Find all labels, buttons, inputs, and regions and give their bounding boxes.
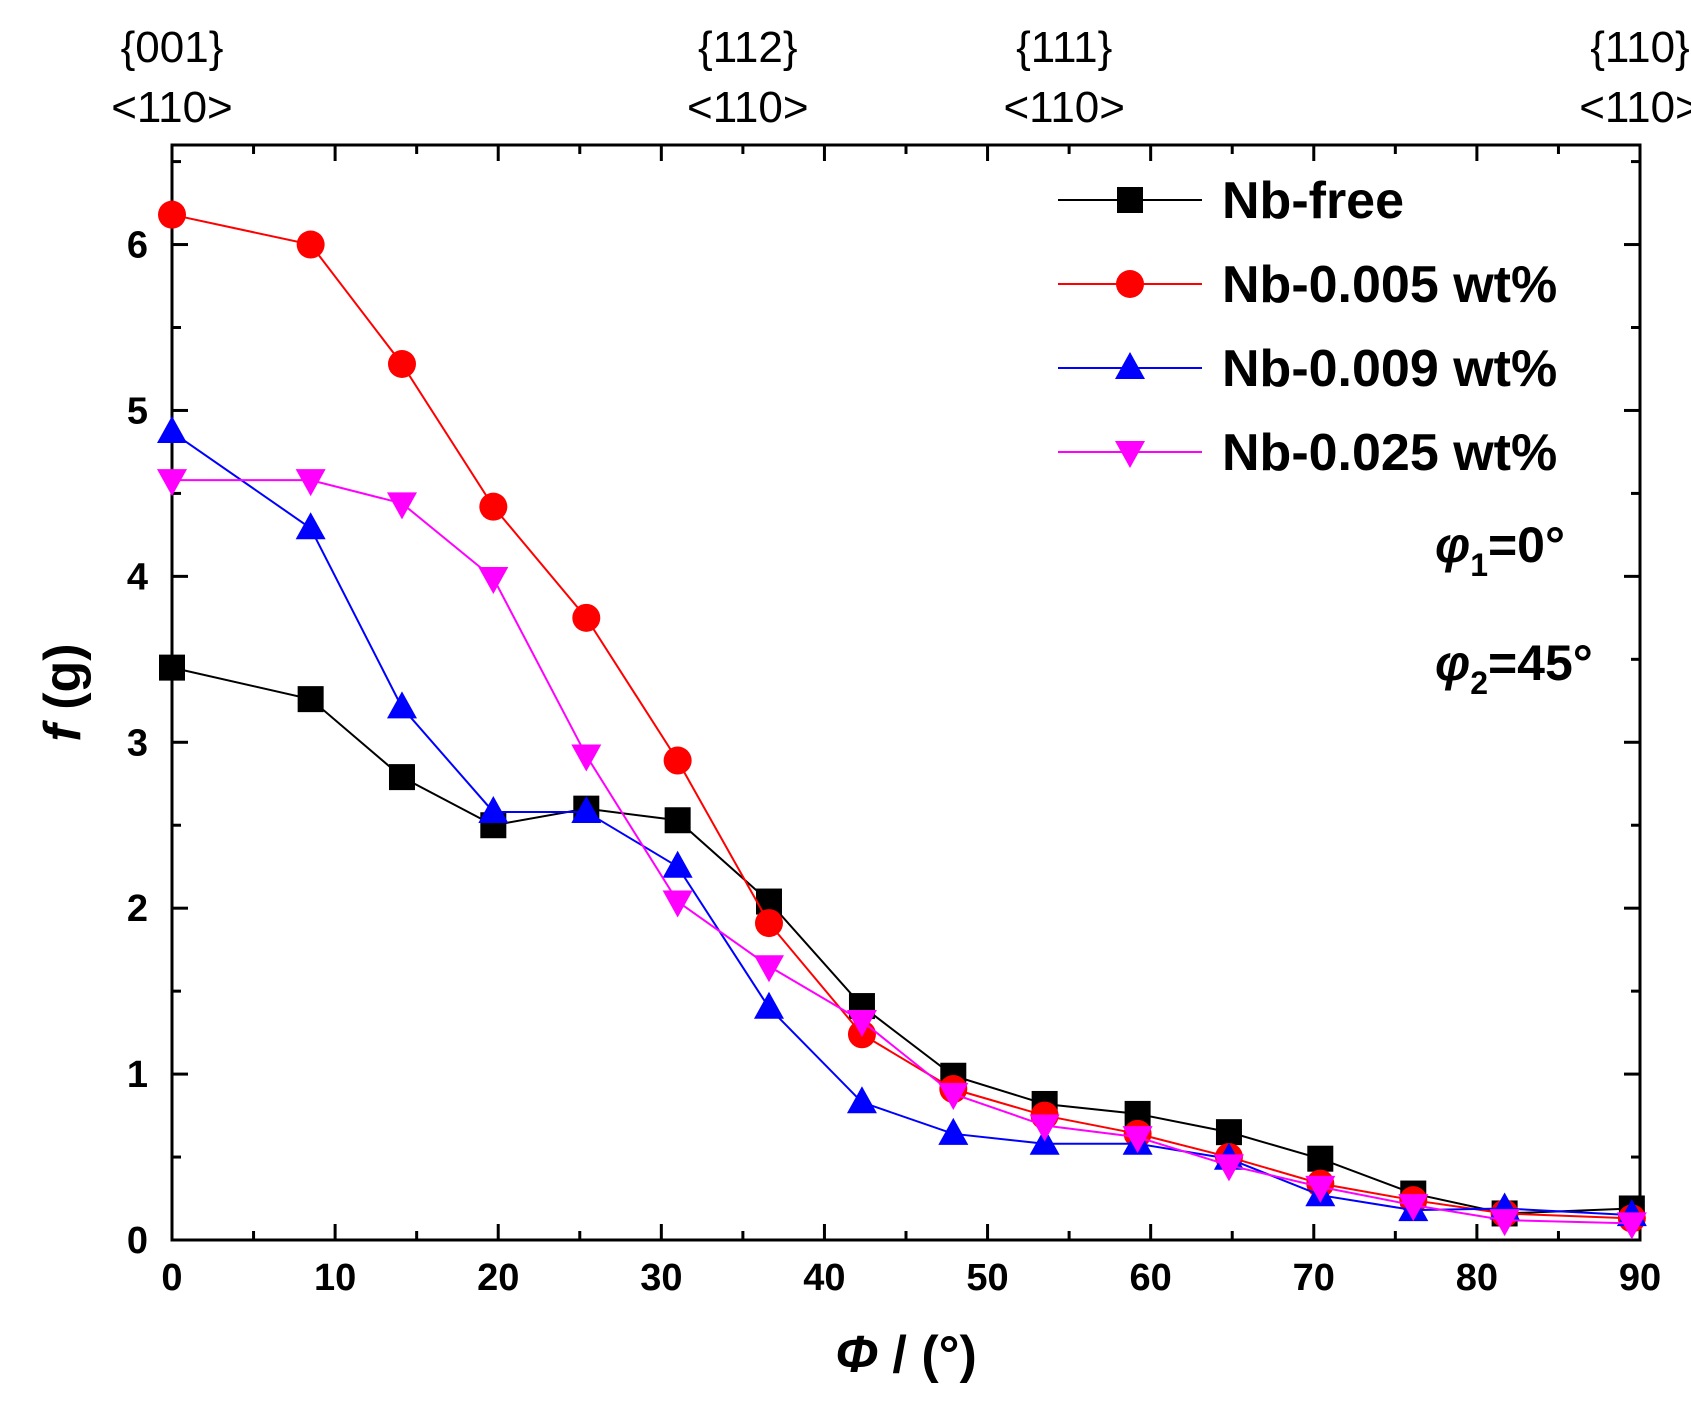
series-4-point	[157, 469, 187, 497]
series-2-point	[158, 200, 186, 229]
top-label-direction: <110>	[1579, 83, 1691, 132]
series-3-point	[571, 795, 602, 823]
series-4-point	[1398, 1194, 1429, 1222]
x-tick-label: 60	[1130, 1257, 1172, 1299]
annotation-subscript: 1	[1470, 547, 1488, 583]
x-axis-unit: / (°)	[878, 1326, 977, 1384]
annotation: φ2=45°	[1435, 635, 1593, 701]
y-axis-symbol: f	[34, 720, 92, 742]
series-3-point	[753, 991, 784, 1019]
series-4-point	[1122, 1126, 1153, 1154]
series-4-point	[571, 744, 602, 772]
legend-label: Nb-0.005 wt%	[1222, 256, 1557, 314]
series-4-point	[478, 567, 509, 595]
series-3-point	[662, 850, 693, 878]
legend-marker	[1115, 352, 1145, 379]
series-4-point	[1489, 1209, 1520, 1237]
series-2-point	[754, 909, 783, 938]
annotation-symbol: φ	[1435, 635, 1470, 691]
top-label-direction: <110>	[1003, 83, 1125, 132]
x-tick-label: 30	[640, 1257, 682, 1299]
annotation-value: =45°	[1488, 635, 1593, 691]
series-2-point	[387, 350, 416, 378]
series-4-point	[295, 469, 326, 497]
series-3-point	[846, 1086, 877, 1114]
y-tick-label: 5	[127, 390, 148, 432]
series-3-point	[295, 512, 326, 540]
series-4-point	[753, 955, 784, 983]
y-tick-label: 4	[127, 556, 148, 598]
top-label-direction: <110>	[111, 83, 233, 132]
series-2-point	[572, 603, 601, 632]
series-3-line	[171, 431, 1632, 1217]
series-4-point	[846, 1010, 877, 1037]
x-axis-symbol: Φ	[835, 1326, 878, 1384]
top-label-plane: {110}	[1590, 23, 1690, 72]
series-1-line	[171, 666, 1632, 1215]
annotation-symbol: φ	[1435, 517, 1470, 573]
series-3-point	[938, 1117, 969, 1145]
legend-marker	[1117, 187, 1143, 213]
y-tick-label: 0	[127, 1220, 148, 1262]
annotation-subscript: 2	[1470, 665, 1488, 701]
series-4-point	[1213, 1154, 1244, 1182]
annotation-value: =0°	[1488, 517, 1565, 573]
series-3-point	[386, 691, 417, 719]
x-tick-label: 50	[966, 1257, 1008, 1299]
annotation: φ1=0°	[1435, 517, 1565, 583]
series-2-point	[479, 492, 508, 521]
x-tick-label: 20	[477, 1257, 519, 1299]
x-tick-label: 70	[1293, 1257, 1335, 1299]
series-4-point	[938, 1083, 969, 1110]
legend-label: Nb-0.009 wt%	[1222, 340, 1557, 398]
series-2-point	[296, 230, 325, 259]
series-1-point	[1215, 1119, 1242, 1146]
series-2-point	[663, 746, 692, 775]
y-tick-label: 6	[127, 225, 148, 267]
top-label-plane: {111}	[1016, 23, 1112, 72]
series-1-point	[297, 686, 324, 713]
legend-marker	[1115, 441, 1145, 468]
series-4-point	[1305, 1175, 1336, 1203]
x-tick-label: 0	[161, 1257, 182, 1299]
series-3-point	[157, 416, 187, 444]
series-4-point	[386, 492, 417, 520]
y-tick-label: 1	[127, 1054, 148, 1096]
y-axis-unit: (g)	[34, 643, 92, 724]
x-tick-label: 10	[314, 1257, 356, 1299]
top-label-direction: <110>	[687, 83, 809, 132]
y-tick-label: 3	[127, 722, 148, 764]
series-3-point	[478, 795, 509, 823]
series-4-point	[1616, 1212, 1647, 1240]
y-axis-title: f (g)	[34, 643, 92, 741]
top-label-plane: {001}	[121, 23, 224, 72]
series-4-point	[662, 890, 693, 918]
x-tick-label: 40	[803, 1257, 845, 1299]
legend-label: Nb-0.025 wt%	[1222, 424, 1557, 482]
series-2-line	[171, 213, 1632, 1220]
series-4-line	[172, 479, 1632, 1225]
series-1-point	[664, 807, 691, 834]
x-tick-label: 90	[1619, 1257, 1661, 1299]
y-tick-label: 2	[127, 888, 148, 930]
x-axis-title: Φ / (°)	[835, 1326, 977, 1384]
legend-marker	[1116, 270, 1144, 298]
series-1-point	[1307, 1145, 1334, 1172]
legend-label: Nb-free	[1222, 172, 1404, 230]
series-1-point	[159, 654, 185, 681]
series-4-point	[1029, 1114, 1060, 1142]
series-1-point	[388, 764, 415, 791]
x-tick-label: 80	[1456, 1257, 1498, 1299]
top-label-plane: {112}	[698, 23, 798, 72]
